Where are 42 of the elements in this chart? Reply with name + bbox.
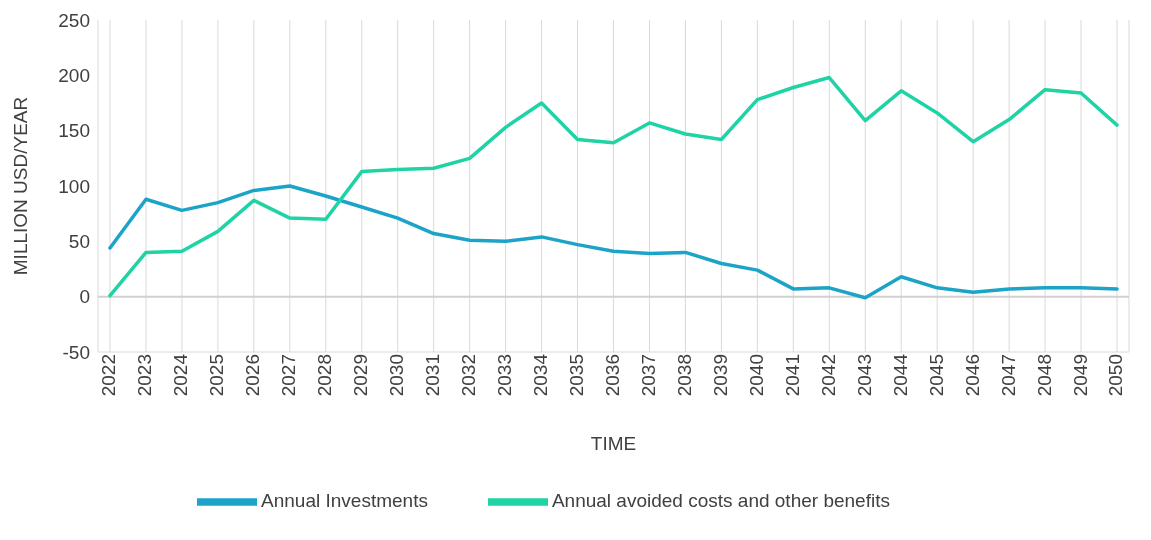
y-tick-label: 50	[68, 231, 90, 253]
x-tick-label: 2039	[709, 354, 731, 397]
x-tick-label: 2026	[242, 354, 264, 397]
y-tick-label: 100	[58, 175, 90, 197]
x-tick-label: 2046	[961, 354, 983, 397]
x-tick-label: 2027	[278, 354, 300, 397]
x-tick-label: 2031	[422, 354, 444, 397]
x-tick-label: 2035	[566, 354, 588, 397]
x-tick-label: 2043	[853, 354, 875, 397]
x-tick-label: 2023	[134, 354, 156, 397]
x-tick-label: 2030	[386, 354, 408, 397]
x-tick-label: 2029	[350, 354, 372, 397]
y-tick-label: 0	[79, 286, 90, 308]
x-tick-label: 2032	[458, 354, 480, 397]
legend-label: Annual avoided costs and other benefits	[551, 490, 890, 512]
x-tick-label: 2022	[98, 354, 120, 397]
legend-label: Annual Investments	[261, 490, 428, 512]
x-tick-label: 2024	[170, 353, 192, 397]
x-tick-label: 2033	[494, 354, 516, 397]
x-tick-label: 2038	[673, 354, 695, 397]
x-tick-label: 2045	[925, 354, 947, 397]
x-tick-label: 2049	[1069, 354, 1091, 397]
line-series	[108, 184, 1119, 300]
x-tick-label: 2036	[601, 354, 623, 397]
x-tick-label: 2028	[314, 354, 336, 397]
x-axis-title: TIME	[590, 433, 637, 454]
x-tick-label: 2025	[206, 354, 228, 397]
x-tick-label: 2044	[889, 353, 911, 397]
x-tick-label: 2048	[1033, 354, 1055, 397]
x-tick-label: 2034	[530, 353, 552, 397]
y-axis-title: MILLION USD/YEAR	[9, 96, 31, 276]
y-tick-label: 150	[58, 120, 90, 142]
y-tick-label: -50	[62, 341, 90, 363]
y-tick-label: 200	[58, 65, 90, 87]
x-tick-label: 2037	[637, 354, 659, 397]
x-tick-label: 2042	[817, 354, 839, 397]
x-tick-label: 2041	[781, 354, 803, 397]
x-tick-label: 2050	[1105, 354, 1127, 397]
x-tick-label: 2040	[745, 354, 767, 397]
y-tick-label: 250	[58, 9, 90, 31]
line-series	[108, 75, 1119, 298]
x-tick-label: 2047	[997, 354, 1019, 397]
